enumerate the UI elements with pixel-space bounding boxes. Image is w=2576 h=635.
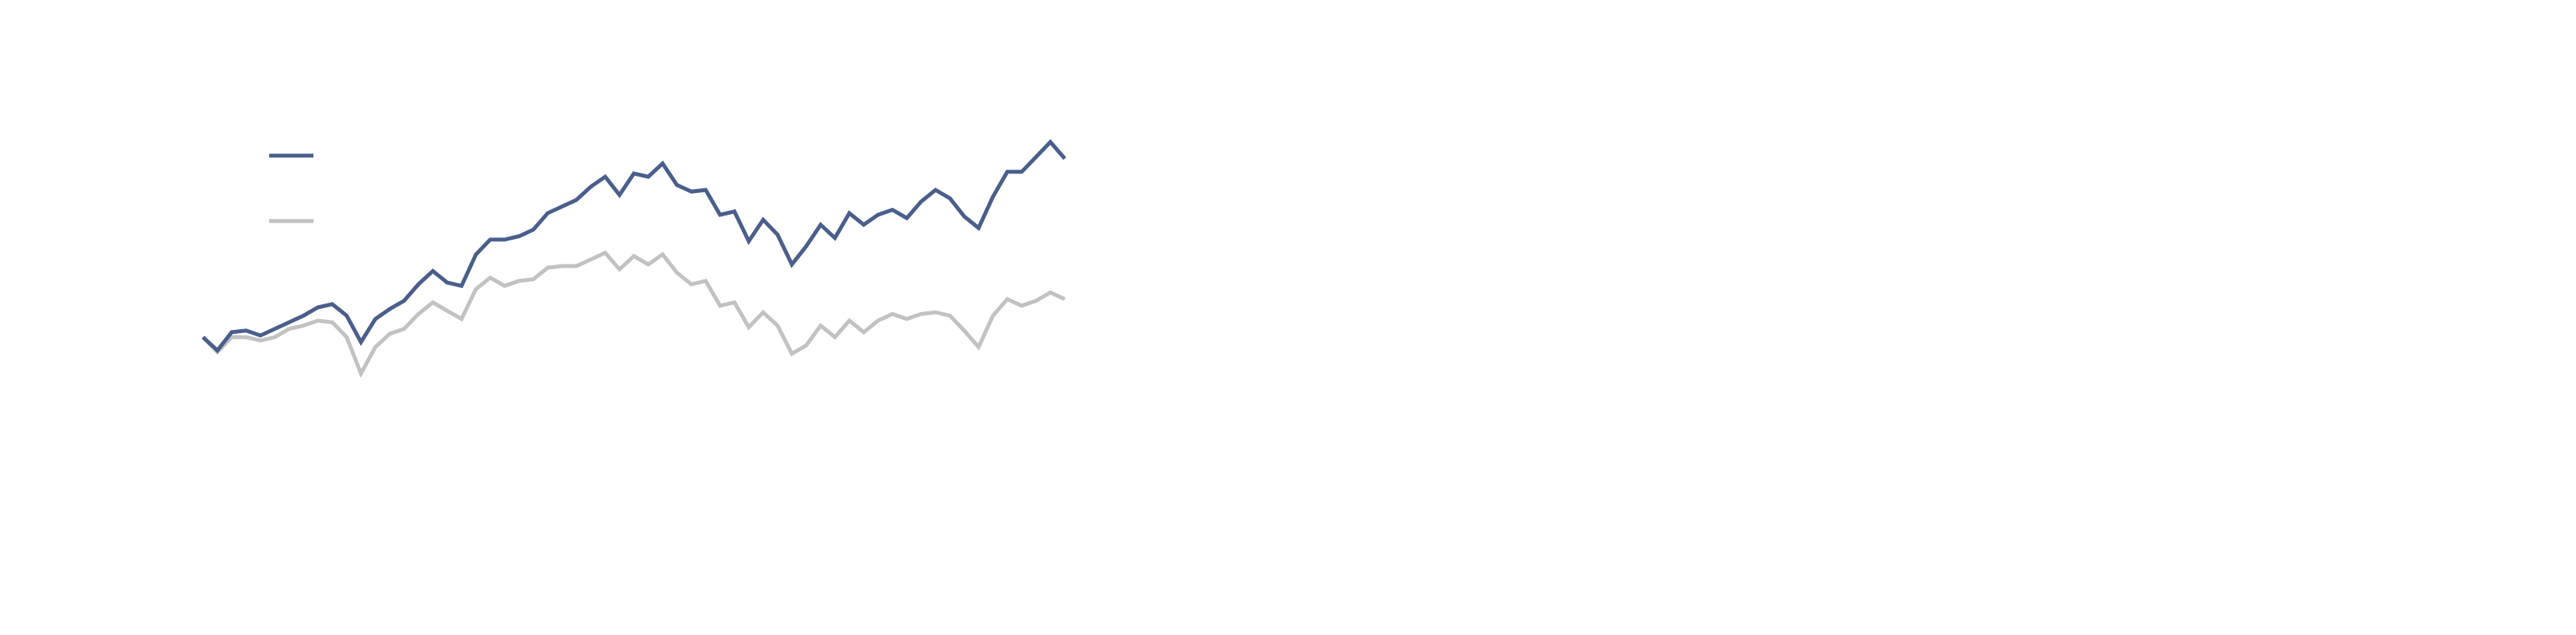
series-line <box>201 250 1066 378</box>
series-line <box>201 139 1066 353</box>
